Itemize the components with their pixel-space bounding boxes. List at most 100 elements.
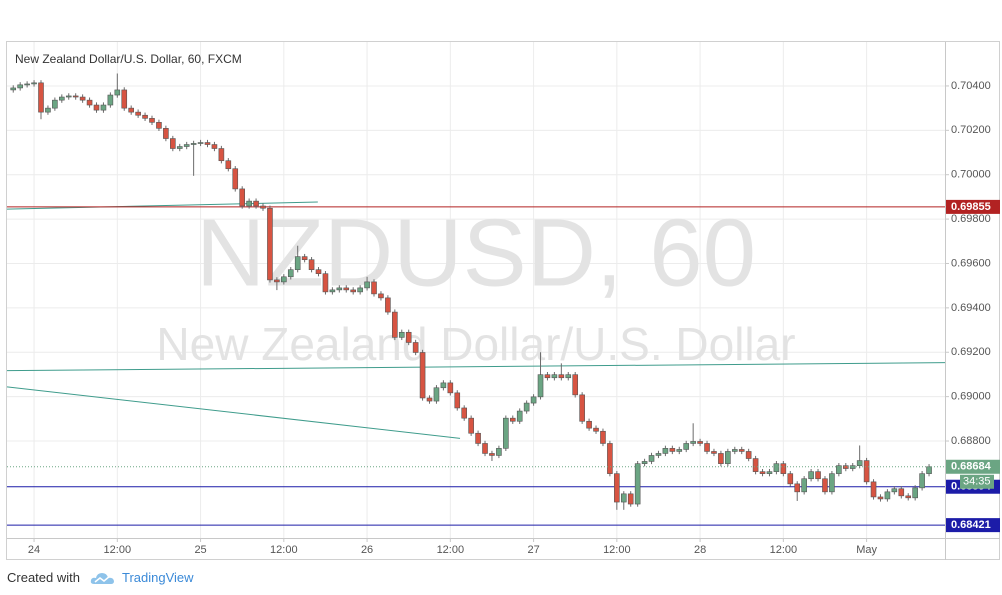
candle-body: [759, 471, 766, 474]
candle-body: [614, 473, 620, 503]
candle-body: [433, 387, 440, 402]
x-tick-label: May: [856, 544, 877, 556]
candle-body: [246, 200, 252, 207]
candle-body: [822, 478, 828, 493]
x-tick-label: 12:00: [270, 544, 298, 556]
candle-body: [489, 453, 495, 456]
level-label-box: [946, 199, 1000, 214]
candle-body: [836, 465, 842, 474]
x-tick-label: 28: [694, 544, 706, 556]
created-with: Created with: [7, 570, 80, 585]
brand-cloud: [90, 572, 114, 584]
candle-body: [579, 394, 585, 422]
candle-body: [364, 281, 370, 289]
candle-body: [752, 458, 759, 472]
candle-body: [926, 466, 932, 474]
candle-body: [176, 146, 183, 149]
candle-body: [627, 493, 634, 505]
x-tick-label: 12:00: [603, 544, 631, 556]
candle-body: [426, 397, 433, 402]
candle-body: [225, 160, 232, 170]
candle-body: [385, 297, 391, 313]
candle-body: [475, 432, 481, 444]
candle-body: [211, 144, 218, 149]
candle-body: [676, 449, 683, 452]
candle-body: [128, 107, 134, 113]
candle-body: [704, 443, 710, 452]
candle-body: [232, 168, 239, 190]
candle-body: [745, 451, 752, 459]
candle-body: [912, 487, 918, 499]
candle-body: [260, 205, 266, 209]
candle-body: [593, 427, 599, 432]
candle-body: [891, 488, 898, 493]
y-tick-label: 0.69200: [951, 346, 991, 358]
chart: NZDUSD, 60 New Zealand Dollar/U.S. Dolla…: [6, 41, 1000, 560]
candle-body: [725, 451, 731, 464]
level-label: 0.68421: [951, 519, 991, 531]
candle-body: [766, 471, 773, 474]
candle-body: [468, 417, 474, 434]
y-tick-label: 0.69800: [951, 213, 991, 225]
candle-body: [565, 374, 572, 379]
candle-body: [607, 443, 613, 474]
level-label-box: [946, 518, 1000, 533]
candle-body: [496, 448, 502, 456]
candle-body: [523, 402, 530, 412]
trend-line: [6, 201, 318, 210]
candle-body: [829, 473, 835, 493]
candle-body: [509, 417, 516, 422]
current-price-label: 0.68684: [951, 461, 992, 473]
brand-link[interactable]: TradingView: [121, 570, 194, 585]
candle-body: [412, 342, 419, 353]
candle-body: [392, 311, 398, 338]
plot: [6, 73, 946, 526]
y-tick-label: 0.70400: [951, 80, 991, 92]
candle-body: [281, 276, 287, 283]
candle-body: [93, 104, 100, 111]
candle-body: [662, 448, 669, 454]
y-tick-label: 0.68800: [951, 435, 991, 447]
candle-body: [648, 455, 655, 462]
candle-body: [322, 273, 329, 293]
candle-body: [163, 128, 169, 139]
candle-body: [731, 449, 738, 452]
x-tick-label: 24: [28, 544, 40, 556]
candle-body: [815, 471, 821, 480]
candle-body: [156, 122, 162, 129]
candle-body: [516, 410, 523, 422]
candle-body: [86, 99, 93, 106]
y-tick-label: 0.69600: [951, 257, 991, 269]
candle-body: [794, 483, 801, 493]
candle-body: [79, 96, 86, 101]
candle-body: [863, 460, 870, 483]
candle-body: [253, 200, 259, 207]
candle-body: [72, 95, 79, 98]
candle-body: [551, 374, 558, 379]
candle-body: [419, 352, 426, 399]
candle-body: [718, 453, 724, 464]
candle-body: [107, 94, 114, 106]
candle-body: [898, 488, 905, 497]
candle-body: [919, 473, 925, 489]
trend-line: [6, 386, 461, 439]
candle-body: [780, 463, 787, 474]
y-tick-label: 0.70200: [951, 124, 991, 136]
candle-body: [482, 443, 488, 454]
brand-logo[interactable]: [90, 570, 116, 586]
candle-body: [350, 289, 356, 293]
candle-body: [586, 420, 592, 429]
candle-body: [905, 495, 912, 499]
candle-body: [558, 374, 565, 379]
candle-body: [135, 111, 141, 116]
candle-body: [787, 473, 794, 485]
candle-body: [690, 441, 696, 444]
candle-body: [190, 143, 197, 145]
candle-body: [308, 259, 315, 270]
candle-body: [170, 138, 176, 149]
candle-body: [620, 493, 627, 503]
countdown-box: [960, 474, 994, 489]
candle-body: [100, 104, 107, 111]
candle-body: [503, 417, 509, 449]
